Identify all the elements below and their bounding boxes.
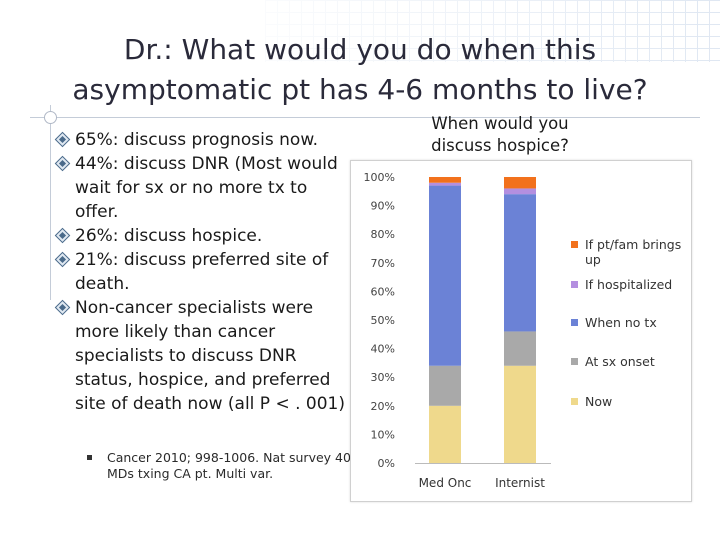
citation: Cancer 2010; 998-1006. Nat survey 4074 M… <box>87 450 367 482</box>
bar-segment <box>504 177 536 189</box>
y-tick-label: 40% <box>371 343 395 356</box>
y-tick-label: 80% <box>371 228 395 241</box>
chart-frame: 0% 10% 20% 30% 40% 50% 60% 70% 80% 90% 100% Med Onc… <box>350 160 692 502</box>
legend-item: When no tx <box>571 315 689 330</box>
rule-ornament-icon <box>44 111 57 124</box>
category-label: Med Onc <box>419 476 472 490</box>
legend-label: Now <box>585 394 613 409</box>
slide-title: Dr.: What would you do when this asympto… <box>72 33 648 106</box>
y-tick-label: 20% <box>371 400 395 413</box>
legend-swatch <box>571 398 578 405</box>
left-rule <box>50 105 51 300</box>
bullet-item: Non-cancer specialists were more likely … <box>54 296 355 416</box>
bar-segment <box>504 331 536 366</box>
stacked-bar-chart: 0% 10% 20% 30% 40% 50% 60% 70% 80% 90% 100% Med Onc… <box>364 171 551 490</box>
diamond-bullet-icon <box>54 299 71 316</box>
bar-segment <box>504 194 536 332</box>
diamond-bullet-icon <box>54 251 71 268</box>
bullet-item: 65%: discuss prognosis now. <box>54 128 355 152</box>
legend-label: If hospitalized <box>585 277 673 292</box>
diamond-bullet-icon <box>54 227 71 244</box>
legend-item: If pt/fam brings up <box>571 237 689 267</box>
diamond-bullet-icon <box>54 131 71 148</box>
legend-swatch <box>571 319 578 326</box>
legend-item: At sx onset <box>571 354 689 369</box>
bar-segment <box>429 405 461 463</box>
legend-label: At sx onset <box>585 354 655 369</box>
y-tick-label: 60% <box>371 285 395 298</box>
y-tick-label: 90% <box>371 200 395 213</box>
bar-segment <box>429 365 461 406</box>
bar-segment <box>504 188 536 195</box>
chart-title: When would you discuss hospice? <box>431 114 569 155</box>
bullet-list: 65%: discuss prognosis now. 44%: discuss… <box>54 128 355 416</box>
y-tick-label: 30% <box>371 371 395 384</box>
legend-swatch <box>571 281 578 288</box>
bar-segment <box>429 182 461 186</box>
bullet-text: 21%: discuss preferred site of death. <box>75 250 329 294</box>
bullet-text: 26%: discuss hospice. <box>75 226 263 246</box>
bullet-text: Non-cancer specialists were more likely … <box>75 298 345 414</box>
bullet-text: 65%: discuss prognosis now. <box>75 130 319 150</box>
legend-item: Now <box>571 394 689 409</box>
y-tick-label: 50% <box>371 314 395 327</box>
legend-swatch <box>571 241 578 248</box>
category-label: Internist <box>495 476 545 490</box>
legend-label: When no tx <box>585 315 657 330</box>
legend-item: If hospitalized <box>571 277 689 292</box>
bullet-item: 44%: discuss DNR (Most would wait for sx… <box>54 152 355 224</box>
square-bullet-icon <box>87 455 92 460</box>
decorative-grid <box>265 0 720 62</box>
y-tick-label: 0% <box>378 457 395 470</box>
citation-text: Cancer 2010; 998-1006. Nat survey 4074 M… <box>107 450 367 481</box>
bar-segment <box>429 177 461 183</box>
bullet-item: 21%: discuss preferred site of death. <box>54 248 355 296</box>
bullet-text: 44%: discuss DNR (Most would wait for sx… <box>75 154 338 222</box>
y-tick-label: 10% <box>371 428 395 441</box>
bullet-item: 26%: discuss hospice. <box>54 224 355 248</box>
y-tick-label: 70% <box>371 257 395 270</box>
legend-swatch <box>571 358 578 365</box>
bar-segment <box>429 185 461 366</box>
legend-label: If pt/fam brings up <box>585 237 682 267</box>
bar-segment <box>504 365 536 463</box>
title-divider <box>30 117 700 118</box>
y-tick-label: 100% <box>364 171 395 184</box>
diamond-bullet-icon <box>54 155 71 172</box>
